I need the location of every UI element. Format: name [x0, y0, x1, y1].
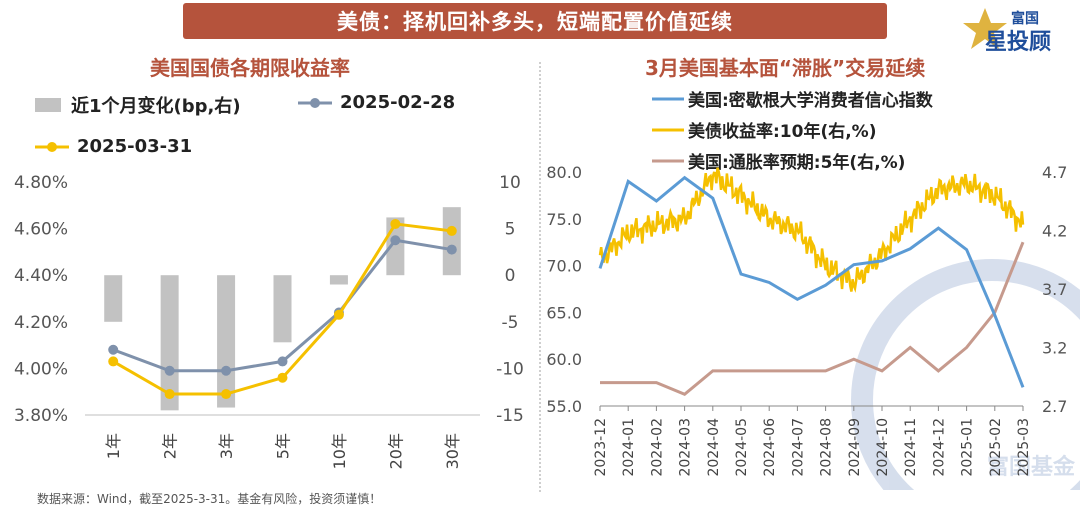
- banner-title: 美债：择机回补多头，短端配置价值延续: [183, 3, 887, 39]
- mar-yield-point: [164, 389, 175, 400]
- michigan-line: [598, 175, 1025, 388]
- left-chart: 4.80% 4.60% 4.40% 4.20% 4.00% 3.80% 10 5 0 -5 -10 -…: [14, 173, 524, 469]
- x-tick-label: 2025-01: [960, 418, 976, 477]
- x-tick-label: 2024-01: [621, 418, 637, 477]
- watermark-ring: [851, 259, 1080, 490]
- feb-yield-point: [446, 244, 457, 255]
- x-tick-label: 2年: [161, 433, 180, 459]
- change-bar: [442, 207, 461, 276]
- y-left-tick-label: 75.0: [546, 210, 582, 229]
- y-left-tick-label: 4.80%: [14, 173, 68, 193]
- legend-bar-label: 近1个月变化(bp,右): [71, 96, 241, 117]
- y-right-tick-label: 10: [499, 173, 521, 193]
- y-right-tick-label: 3.7: [1042, 280, 1067, 299]
- y-right-tick-label: 0: [505, 266, 516, 286]
- feb-yield-point: [277, 356, 288, 367]
- y-right-tick-label: 3.2: [1042, 339, 1067, 358]
- x-tick-label: 2024-04: [706, 418, 722, 477]
- infl5y-line: [600, 241, 1025, 397]
- mar-yield-point: [108, 356, 119, 367]
- legend-feb-label: 2025-02-28: [340, 92, 456, 113]
- x-tick-label: 2024-02: [649, 418, 665, 477]
- mar-yield-point: [446, 225, 457, 236]
- x-tick-label: 2024-10: [875, 418, 891, 477]
- legend-bar-change: 近1个月变化(bp,右): [35, 92, 241, 118]
- y-left-tick-label: 80.0: [546, 163, 582, 182]
- legend-michigan-label: 美国:密歇根大学消费者信心指数: [688, 91, 933, 111]
- x-tick-label: 1年: [104, 433, 123, 459]
- x-tick-label: 2023-12: [593, 418, 609, 477]
- y-right-tick-label: -10: [496, 359, 524, 379]
- y-left-tick-label: 4.00%: [14, 359, 68, 379]
- change-bar: [160, 275, 179, 411]
- y-left-tick-label: 55.0: [546, 397, 582, 416]
- feb-yield-point: [108, 344, 119, 355]
- mar-yield-point: [221, 389, 232, 400]
- mar-yield-point: [390, 218, 401, 229]
- legend-mar: 2025-03-31: [35, 136, 192, 157]
- mar-yield-point: [333, 309, 344, 320]
- x-tick-label: 2024-07: [790, 418, 806, 477]
- brand-logo: 富国 星投顾: [963, 4, 1075, 56]
- change-bar: [329, 275, 348, 285]
- x-tick-label: 2024-06: [762, 418, 778, 477]
- x-tick-label: 2024-03: [678, 418, 694, 477]
- right-chart: 富国基金 2023-12 2024-01 2024-02 2024-03 2024-04 2…: [546, 163, 1080, 490]
- y-left-tick-label: 3.80%: [14, 406, 68, 426]
- footnote: 数据来源：Wind，截至2025-3-31。基金有风险，投资须谨慎！: [37, 492, 382, 506]
- left-chart-title: 美国国债各期限收益率: [150, 56, 350, 80]
- change-bar: [273, 275, 292, 343]
- feb-yield-point: [390, 235, 401, 246]
- legend-ust10y-label: 美债收益率:10年(右,%): [688, 122, 877, 142]
- y-left-tick-label: 4.40%: [14, 266, 68, 286]
- x-tick-label: 2024-11: [903, 418, 919, 477]
- x-tick-label: 3年: [217, 433, 236, 459]
- x-tick-label: 2024-08: [819, 418, 835, 477]
- logo-line2: 星投顾: [985, 30, 1051, 55]
- y-right-tick-label: 4.7: [1042, 163, 1067, 182]
- legend-infl5y-label: 美国:通胀率预期:5年(右,%): [688, 153, 906, 173]
- change-bar: [217, 275, 236, 408]
- right-chart-title: 3月美国基本面“滞胀”交易延续: [645, 56, 926, 80]
- chart-divider: [539, 62, 541, 492]
- x-tick-label: 5年: [274, 433, 293, 459]
- change-bar: [104, 275, 123, 322]
- feb-yield-point: [164, 365, 175, 376]
- y-left-tick-label: 4.60%: [14, 220, 68, 240]
- ust10y-line: [598, 167, 1025, 293]
- logo-line1: 富国: [1011, 10, 1039, 27]
- y-left-tick-label: 60.0: [546, 350, 582, 369]
- x-tick-label: 10年: [330, 433, 349, 469]
- y-left-tick-label: 65.0: [546, 303, 582, 322]
- x-tick-label: 2024-12: [931, 418, 947, 477]
- x-tick-label: 2025-02: [988, 418, 1004, 477]
- x-tick-label: 2025-03: [1016, 418, 1032, 477]
- y-right-tick-label: -15: [496, 406, 524, 426]
- mar-yield-point: [277, 372, 288, 383]
- legend-infl5y: 美国:通胀率预期:5年(右,%): [652, 148, 905, 173]
- legend-michigan: 美国:密歇根大学消费者信心指数: [652, 86, 933, 111]
- y-right-tick-label: 4.2: [1042, 222, 1067, 241]
- feb-yield-point: [221, 365, 232, 376]
- x-tick-label: 30年: [443, 433, 462, 469]
- x-tick-label: 2024-05: [734, 418, 750, 477]
- y-right-tick-label: 2.7: [1042, 397, 1067, 416]
- watermark-text: 富国基金: [987, 454, 1076, 480]
- y-right-tick-label: -5: [502, 313, 519, 333]
- watermark: 富国基金: [851, 259, 1080, 490]
- x-tick-label: 2024-09: [847, 418, 863, 477]
- y-left-tick-label: 4.20%: [14, 313, 68, 333]
- x-tick-label: 20年: [386, 433, 405, 469]
- y-right-tick-label: 5: [505, 220, 516, 240]
- legend-ust10y: 美债收益率:10年(右,%): [652, 117, 877, 142]
- legend-feb: 2025-02-28: [298, 92, 455, 113]
- y-left-tick-label: 70.0: [546, 257, 582, 276]
- legend-mar-label: 2025-03-31: [77, 136, 193, 157]
